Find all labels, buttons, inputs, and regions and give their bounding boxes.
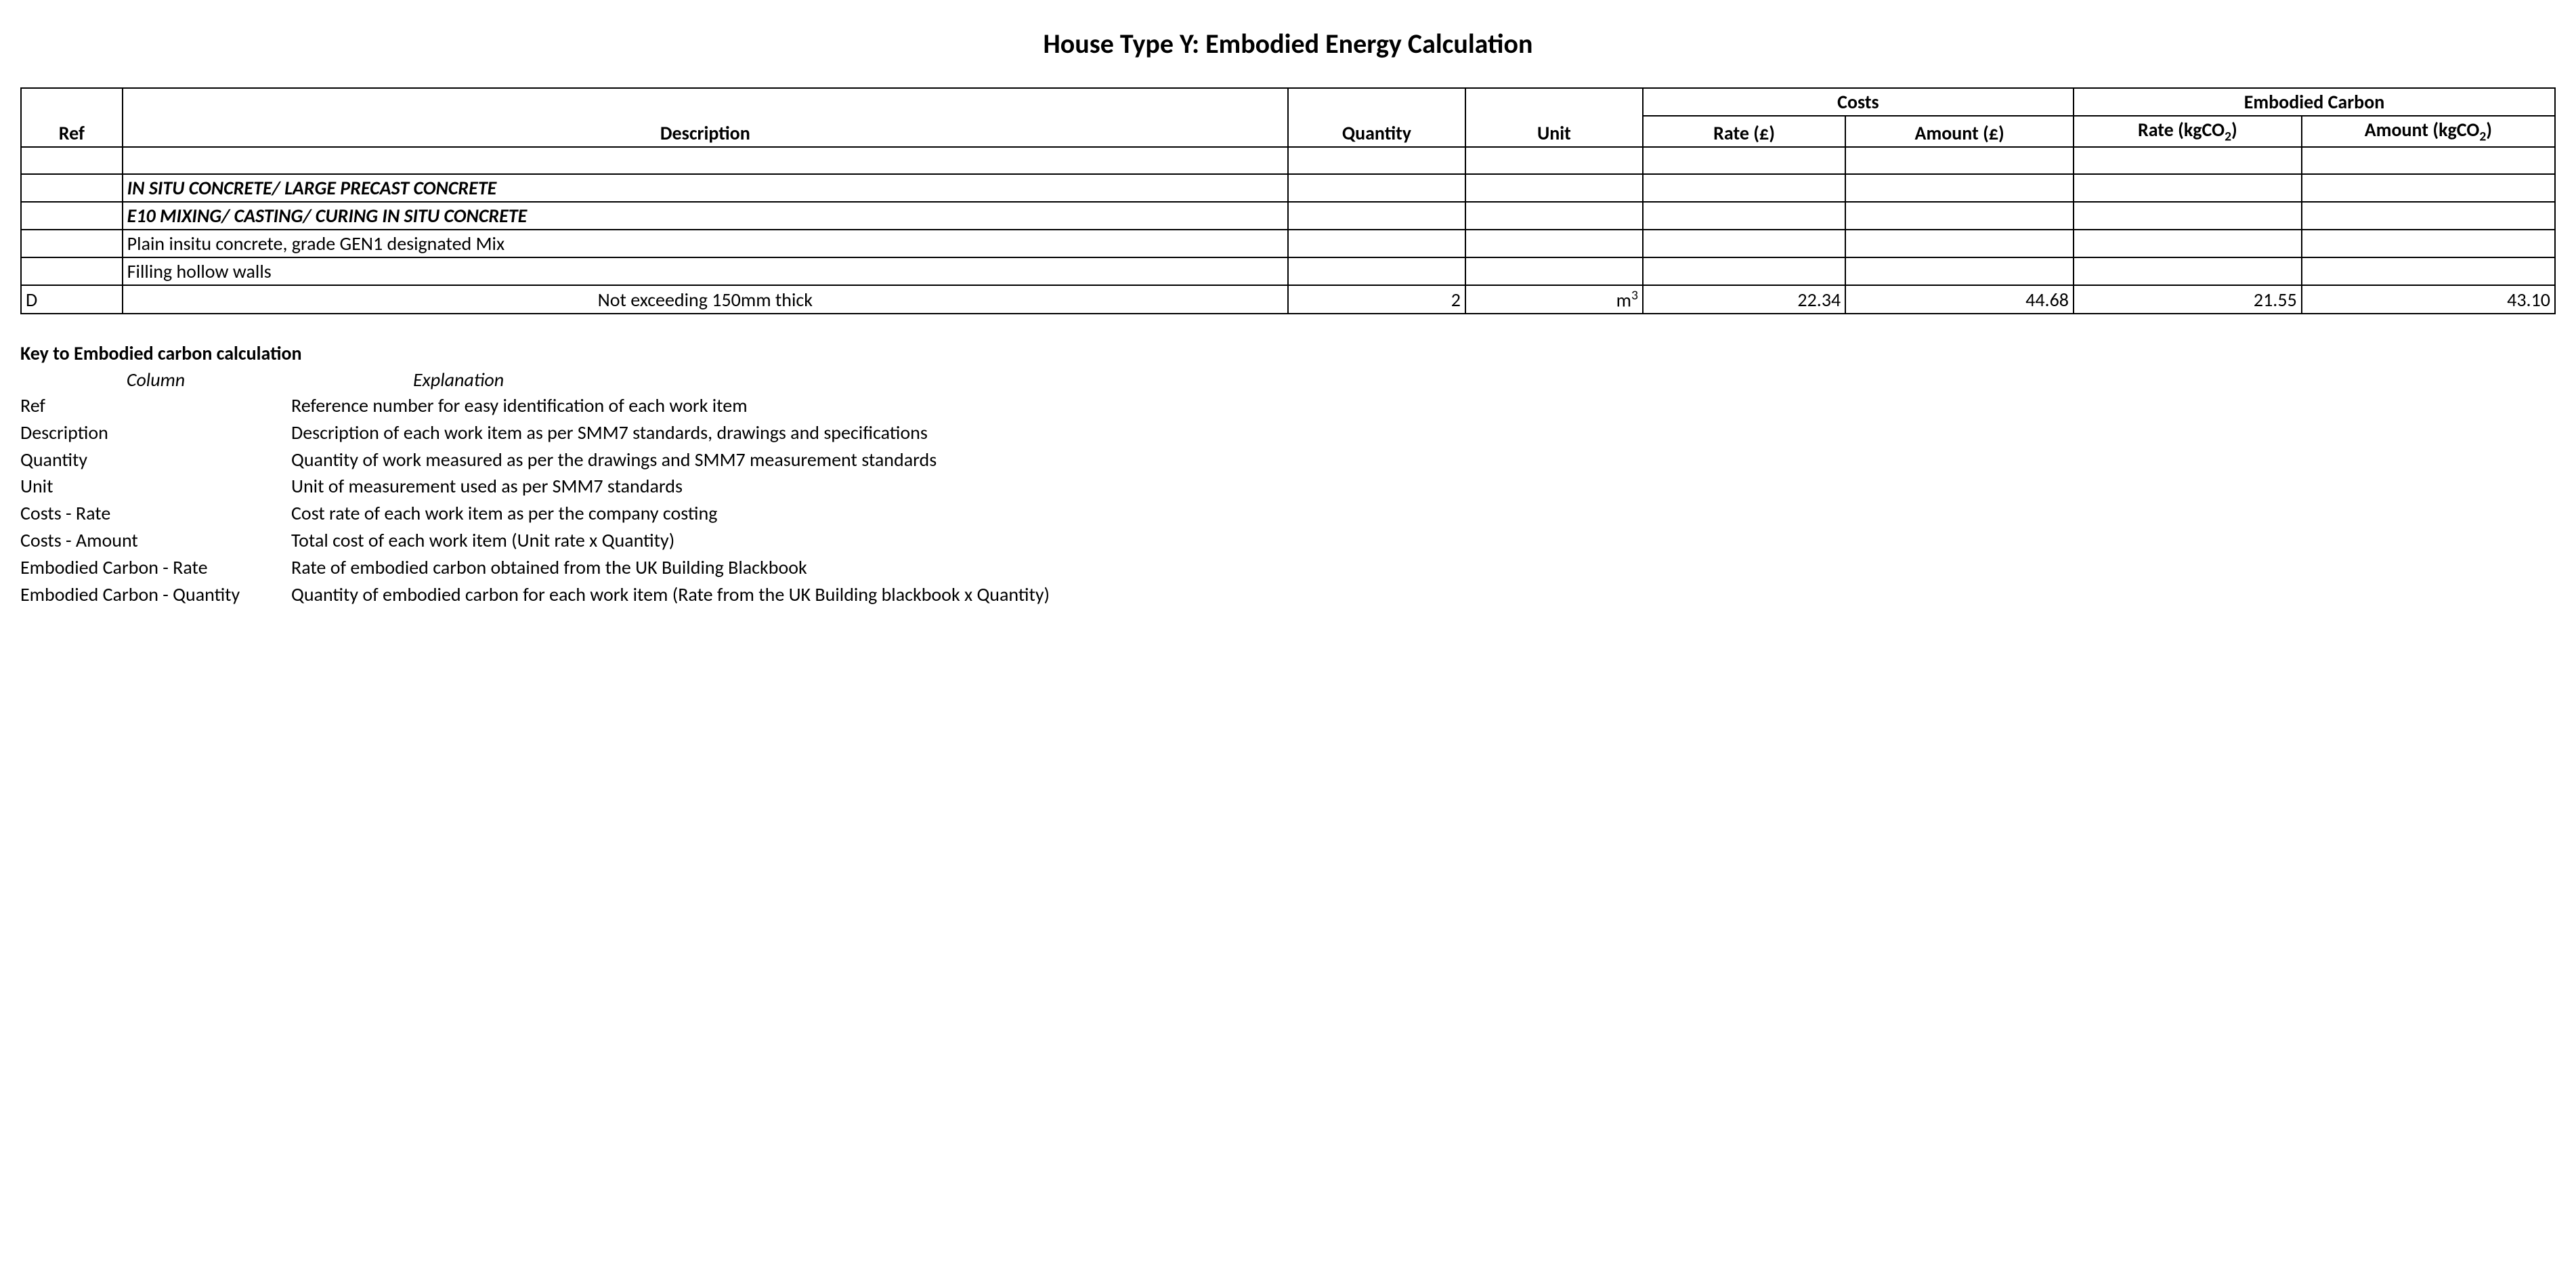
table-cell: [21, 174, 123, 202]
th-quantity: Quantity: [1288, 88, 1465, 147]
table-cell: 2: [1288, 285, 1465, 314]
table-cell: [1845, 202, 2074, 230]
table-cell: [1643, 202, 1845, 230]
table-cell: [2074, 202, 2302, 230]
key-explanation: Unit of measurement used as per SMM7 sta…: [291, 474, 2556, 499]
key-explanation: Rate of embodied carbon obtained from th…: [291, 555, 2556, 581]
key-header-row: Column Explanation: [20, 368, 2556, 392]
key-column-name: Description: [20, 420, 291, 446]
key-row: Costs - AmountTotal cost of each work it…: [20, 528, 2556, 553]
table-cell: [1643, 147, 1845, 174]
key-title: Key to Embodied carbon calculation: [20, 341, 2556, 365]
table-cell: Plain insitu concrete, grade GEN1 design…: [123, 230, 1288, 257]
key-explanation: Quantity of work measured as per the dra…: [291, 447, 2556, 473]
table-cell: [1288, 257, 1465, 285]
key-row: DescriptionDescription of each work item…: [20, 420, 2556, 446]
table-cell: 43.10: [2302, 285, 2555, 314]
table-cell: [2074, 174, 2302, 202]
table-cell: m3: [1465, 285, 1643, 314]
table-cell: [2302, 257, 2555, 285]
table-cell: Filling hollow walls: [123, 257, 1288, 285]
table-row: Plain insitu concrete, grade GEN1 design…: [21, 230, 2555, 257]
key-explanation: Description of each work item as per SMM…: [291, 420, 2556, 446]
th-embodied-group: Embodied Carbon: [2074, 88, 2555, 116]
table-cell: D: [21, 285, 123, 314]
table-cell: [21, 230, 123, 257]
key-list: RefReference number for easy identificat…: [20, 393, 2556, 607]
key-column-name: Embodied Carbon - Quantity: [20, 582, 291, 608]
table-row: IN SITU CONCRETE/ LARGE PRECAST CONCRETE: [21, 174, 2555, 202]
key-column-name: Ref: [20, 393, 291, 419]
page-title: House Type Y: Embodied Energy Calculatio…: [20, 27, 2556, 60]
table-row: Filling hollow walls: [21, 257, 2555, 285]
table-cell: [1643, 230, 1845, 257]
th-cost-amount: Amount (£): [1845, 116, 2074, 147]
table-cell: [1643, 174, 1845, 202]
key-row: Costs - RateCost rate of each work item …: [20, 501, 2556, 526]
table-cell: [2074, 257, 2302, 285]
table-row: [21, 147, 2555, 174]
key-column-name: Costs - Rate: [20, 501, 291, 526]
key-row: RefReference number for easy identificat…: [20, 393, 2556, 419]
table-cell: [1288, 230, 1465, 257]
table-cell: [2074, 147, 2302, 174]
table-cell: [2302, 147, 2555, 174]
th-ref: Ref: [21, 88, 123, 147]
calculation-table: Ref Description Quantity Unit Costs Embo…: [20, 87, 2556, 314]
key-explanation: Reference number for easy identification…: [291, 393, 2556, 419]
table-cell: Not exceeding 150mm thick: [123, 285, 1288, 314]
table-cell: [21, 147, 123, 174]
table-cell: [21, 257, 123, 285]
table-cell: [1465, 147, 1643, 174]
table-cell: [1845, 174, 2074, 202]
table-cell: IN SITU CONCRETE/ LARGE PRECAST CONCRETE: [123, 174, 1288, 202]
table-cell: 22.34: [1643, 285, 1845, 314]
key-row: Embodied Carbon - RateRate of embodied c…: [20, 555, 2556, 581]
table-cell: [1845, 230, 2074, 257]
table-row: E10 MIXING/ CASTING/ CURING IN SITU CONC…: [21, 202, 2555, 230]
key-column-name: Unit: [20, 474, 291, 499]
key-column-name: Embodied Carbon - Rate: [20, 555, 291, 581]
table-cell: [1845, 147, 2074, 174]
table-cell: [1465, 230, 1643, 257]
table-cell: E10 MIXING/ CASTING/ CURING IN SITU CONC…: [123, 202, 1288, 230]
table-cell: 21.55: [2074, 285, 2302, 314]
th-cost-rate: Rate (£): [1643, 116, 1845, 147]
table-cell: [21, 202, 123, 230]
table-cell: [2074, 230, 2302, 257]
th-description: Description: [123, 88, 1288, 147]
key-column-name: Costs - Amount: [20, 528, 291, 553]
table-cell: [123, 147, 1288, 174]
key-explanation: Total cost of each work item (Unit rate …: [291, 528, 2556, 553]
key-column-name: Quantity: [20, 447, 291, 473]
th-costs-group: Costs: [1643, 88, 2074, 116]
key-explanation: Quantity of embodied carbon for each wor…: [291, 582, 2556, 608]
th-emb-rate: Rate (kgCO2): [2074, 116, 2302, 147]
table-cell: [1465, 257, 1643, 285]
key-header-explanation: Explanation: [291, 368, 2556, 392]
table-row: DNot exceeding 150mm thick2m322.3444.682…: [21, 285, 2555, 314]
key-header-column: Column: [20, 368, 291, 392]
table-cell: [1465, 174, 1643, 202]
table-cell: [1288, 147, 1465, 174]
table-cell: [2302, 230, 2555, 257]
key-row: Embodied Carbon - QuantityQuantity of em…: [20, 582, 2556, 608]
table-cell: [1643, 257, 1845, 285]
table-cell: [1288, 202, 1465, 230]
th-unit: Unit: [1465, 88, 1643, 147]
table-cell: [1465, 202, 1643, 230]
key-row: QuantityQuantity of work measured as per…: [20, 447, 2556, 473]
table-cell: [2302, 174, 2555, 202]
table-cell: [2302, 202, 2555, 230]
key-row: UnitUnit of measurement used as per SMM7…: [20, 474, 2556, 499]
key-explanation: Cost rate of each work item as per the c…: [291, 501, 2556, 526]
table-cell: [1288, 174, 1465, 202]
table-cell: 44.68: [1845, 285, 2074, 314]
table-cell: [1845, 257, 2074, 285]
th-emb-amount: Amount (kgCO2): [2302, 116, 2555, 147]
